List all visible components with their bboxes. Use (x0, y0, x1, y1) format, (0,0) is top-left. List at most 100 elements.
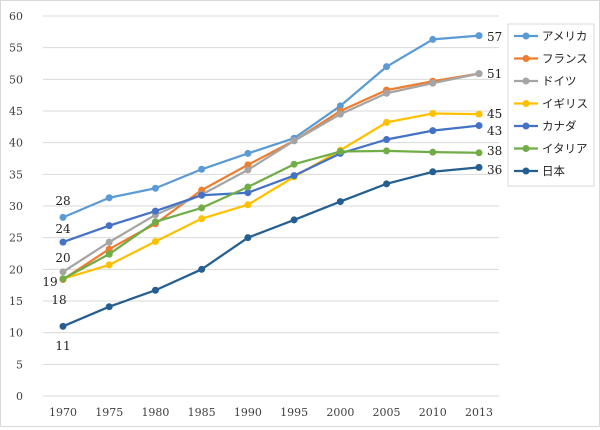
start-value-label: 20 (55, 251, 70, 265)
x-tick-label: 1975 (95, 406, 123, 419)
y-tick-label: 40 (9, 137, 23, 150)
x-tick-label: 2013 (465, 406, 493, 419)
x-tick-label: 1990 (234, 406, 262, 419)
legend-label: イギリス (542, 97, 588, 111)
series-line (62, 124, 480, 244)
data-point (429, 110, 437, 118)
legend-label: フランス (542, 52, 588, 66)
y-tick-label: 50 (9, 73, 23, 86)
legend-swatch-marker (522, 167, 530, 175)
legend-box (507, 23, 595, 187)
series-lines (59, 32, 483, 330)
data-point (429, 35, 437, 43)
legend-label: イタリア (542, 142, 588, 156)
y-tick-label: 25 (9, 232, 23, 245)
x-tick-label: 2000 (326, 406, 354, 419)
data-point (244, 234, 252, 242)
end-value-label: 57 (487, 30, 502, 44)
data-point (475, 163, 483, 171)
data-point (198, 191, 206, 199)
data-point (475, 110, 483, 118)
data-point (290, 160, 298, 168)
data-point (429, 168, 437, 176)
data-point (198, 265, 206, 273)
data-point (383, 63, 391, 71)
data-point (336, 110, 344, 118)
data-point (290, 137, 298, 145)
gridlines (43, 15, 499, 397)
y-tick-label: 20 (9, 263, 23, 276)
data-point (429, 148, 437, 156)
y-tick-label: 30 (9, 200, 23, 213)
series-line (62, 72, 480, 281)
data-point (198, 215, 206, 223)
legend-swatch-marker (522, 122, 530, 130)
data-point (151, 237, 159, 245)
data-point (290, 216, 298, 224)
data-point (475, 70, 483, 78)
data-point (336, 102, 344, 110)
legend-swatch-marker (522, 55, 530, 62)
legend-swatch-marker (522, 77, 530, 85)
data-point (59, 213, 67, 221)
x-tick-label: 1985 (188, 406, 216, 419)
series-line (62, 72, 480, 273)
legend-label: ドイツ (542, 74, 577, 88)
data-point (336, 148, 344, 156)
end-value-label: 36 (487, 163, 502, 177)
legend-label: アメリカ (542, 29, 587, 43)
series-line (62, 34, 480, 219)
data-point (336, 198, 344, 206)
data-point (105, 303, 113, 311)
x-tick-label: 1995 (280, 406, 308, 419)
data-point (151, 286, 159, 294)
y-tick-label: 35 (9, 168, 23, 181)
legend-label: 日本 (542, 164, 565, 178)
data-point (244, 161, 252, 169)
data-point (105, 261, 113, 269)
y-tick-label: 60 (9, 10, 23, 23)
data-point (59, 275, 67, 283)
start-value-label: 19 (42, 275, 57, 289)
data-point (105, 194, 113, 202)
end-value-label: 38 (487, 144, 502, 158)
data-point (244, 201, 252, 209)
end-value-label: 45 (487, 107, 502, 121)
start-value-label: 18 (51, 293, 66, 307)
data-point (475, 32, 483, 40)
data-point (244, 149, 252, 157)
y-tick-label: 55 (9, 42, 23, 55)
end-value-label: 51 (487, 67, 502, 81)
data-point (105, 222, 113, 230)
y-tick-label: 0 (16, 390, 23, 403)
data-point (383, 180, 391, 188)
data-point (244, 183, 252, 191)
x-tick-label: 1980 (141, 406, 169, 419)
data-point (105, 245, 113, 253)
series-line (62, 166, 480, 328)
series-line (62, 149, 480, 280)
data-point (59, 322, 67, 330)
end-value-label: 43 (487, 124, 502, 138)
data-point (198, 165, 206, 173)
data-point (105, 250, 113, 258)
y-tick-label: 45 (9, 105, 23, 118)
data-point (198, 204, 206, 212)
legend-swatch-marker (522, 100, 530, 107)
start-value-label: 24 (55, 222, 71, 236)
data-point (151, 218, 159, 226)
data-point (429, 79, 437, 87)
legend-swatch-marker (522, 145, 530, 152)
data-point (290, 172, 298, 180)
data-point (244, 189, 252, 197)
data-point (244, 166, 252, 174)
legend-swatch-marker (522, 32, 530, 40)
data-point (105, 238, 113, 246)
x-tick-label: 1970 (49, 406, 77, 419)
y-tick-label: 15 (9, 295, 23, 308)
data-point (151, 207, 159, 215)
data-point (151, 184, 159, 192)
